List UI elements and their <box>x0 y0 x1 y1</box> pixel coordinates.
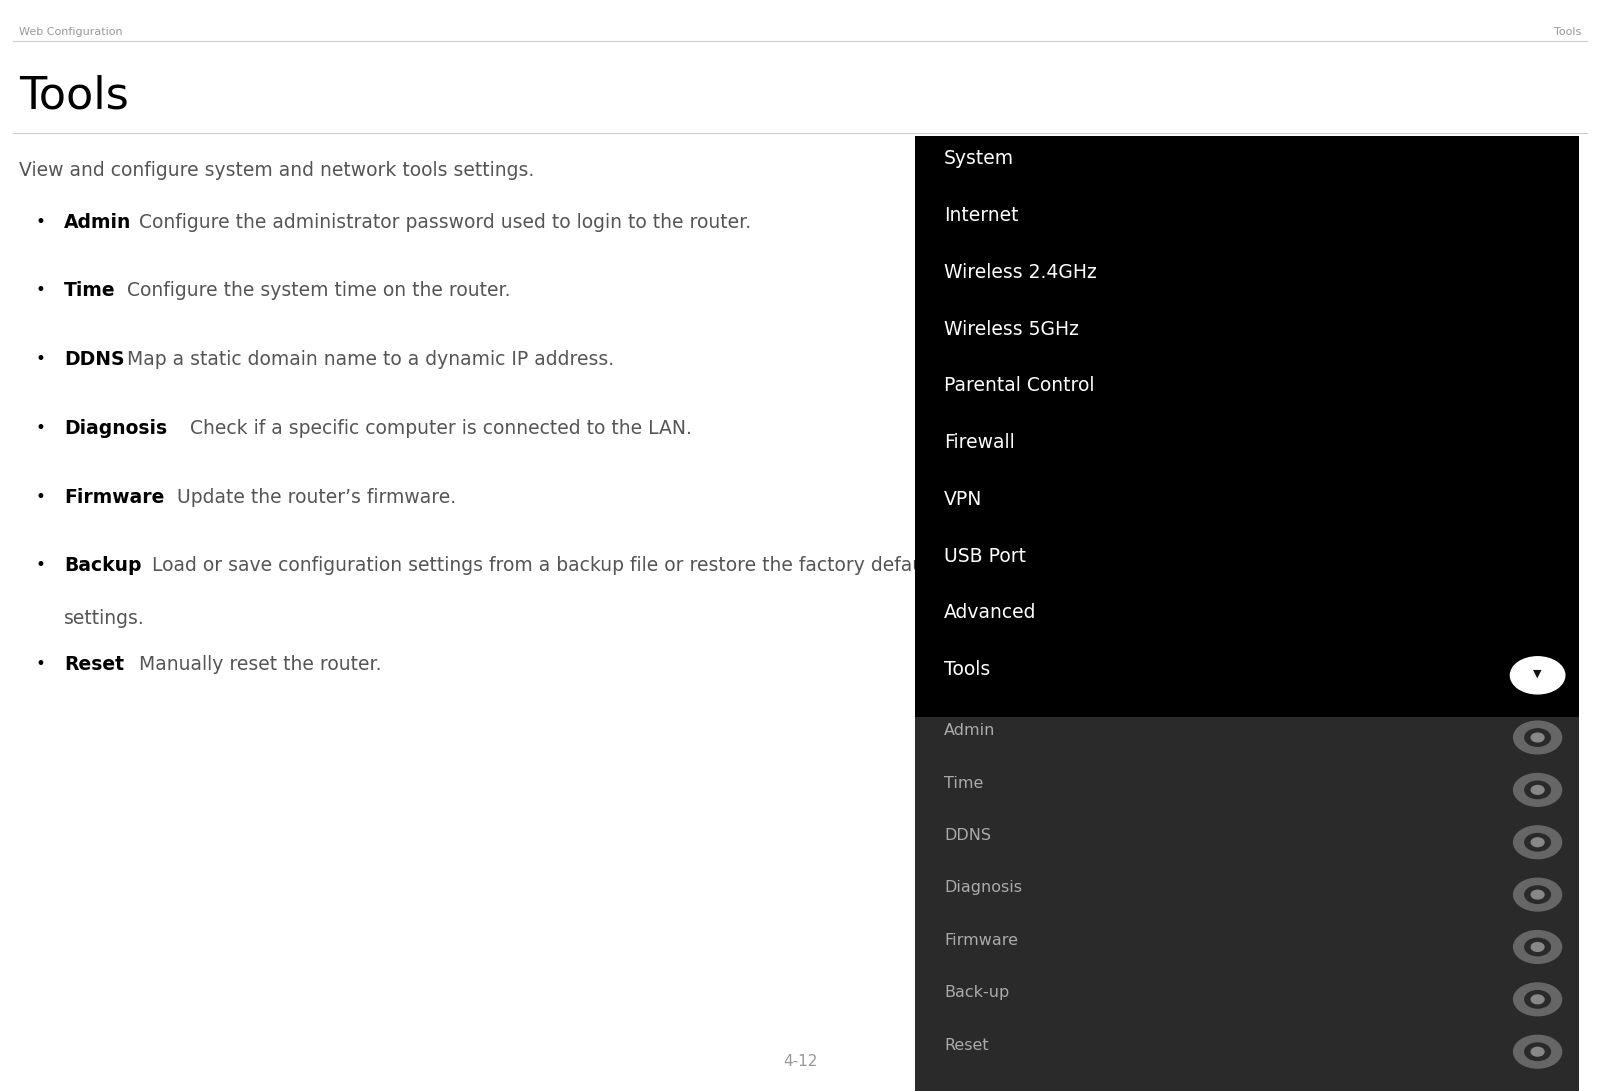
Text: Check if a specific computer is connected to the LAN.: Check if a specific computer is connecte… <box>178 419 691 437</box>
Text: USB Port: USB Port <box>944 547 1026 565</box>
Text: Web Configuration: Web Configuration <box>19 27 123 37</box>
Text: Update the router’s firmware.: Update the router’s firmware. <box>165 488 456 506</box>
FancyBboxPatch shape <box>915 136 1579 1081</box>
Circle shape <box>1514 931 1562 963</box>
Text: Load or save configuration settings from a backup file or restore the factory de: Load or save configuration settings from… <box>139 556 936 575</box>
Text: Wireless 2.4GHz: Wireless 2.4GHz <box>944 263 1096 281</box>
Circle shape <box>1525 834 1550 851</box>
Text: Firewall: Firewall <box>944 433 1014 452</box>
Text: 4-12: 4-12 <box>782 1054 818 1069</box>
Text: •: • <box>35 281 45 299</box>
Text: settings.: settings. <box>64 609 144 627</box>
Text: System: System <box>944 149 1014 168</box>
Circle shape <box>1525 1043 1550 1060</box>
Text: DDNS: DDNS <box>944 828 990 843</box>
Text: Diagnosis: Diagnosis <box>944 880 1022 896</box>
Circle shape <box>1531 995 1544 1004</box>
Text: Reset: Reset <box>944 1038 989 1053</box>
Text: Backup: Backup <box>64 556 141 575</box>
Text: DDNS: DDNS <box>64 350 125 369</box>
Text: Admin: Admin <box>944 723 995 739</box>
Text: Internet: Internet <box>944 206 1019 225</box>
Text: •: • <box>35 655 45 672</box>
Text: Back-up: Back-up <box>944 985 1010 1000</box>
Circle shape <box>1531 1047 1544 1056</box>
Text: •: • <box>35 488 45 505</box>
Text: Admin: Admin <box>64 213 131 231</box>
Text: •: • <box>35 350 45 368</box>
Circle shape <box>1531 733 1544 742</box>
Circle shape <box>1525 938 1550 956</box>
Circle shape <box>1525 991 1550 1008</box>
Circle shape <box>1525 886 1550 903</box>
Text: Tools: Tools <box>944 660 990 679</box>
Text: Advanced: Advanced <box>944 603 1037 622</box>
Text: •: • <box>35 556 45 574</box>
Text: ▼: ▼ <box>1533 668 1542 679</box>
Text: Reset: Reset <box>64 655 125 673</box>
Circle shape <box>1510 657 1565 694</box>
Text: Parental Control: Parental Control <box>944 376 1094 395</box>
Circle shape <box>1525 781 1550 799</box>
Circle shape <box>1531 838 1544 847</box>
Text: Firmware: Firmware <box>944 933 1018 948</box>
Circle shape <box>1531 786 1544 794</box>
Circle shape <box>1514 826 1562 859</box>
Circle shape <box>1514 878 1562 911</box>
Circle shape <box>1525 729 1550 746</box>
Text: Diagnosis: Diagnosis <box>64 419 166 437</box>
Circle shape <box>1531 943 1544 951</box>
Text: View and configure system and network tools settings.: View and configure system and network to… <box>19 161 534 180</box>
FancyBboxPatch shape <box>915 717 1579 1091</box>
Text: Time: Time <box>64 281 115 300</box>
Text: Configure the administrator password used to login to the router.: Configure the administrator password use… <box>128 213 752 231</box>
Circle shape <box>1514 774 1562 806</box>
Circle shape <box>1531 890 1544 899</box>
Text: Wireless 5GHz: Wireless 5GHz <box>944 320 1078 338</box>
Text: Tools: Tools <box>19 74 130 117</box>
Text: Map a static domain name to a dynamic IP address.: Map a static domain name to a dynamic IP… <box>115 350 614 369</box>
Text: Configure the system time on the router.: Configure the system time on the router. <box>115 281 510 300</box>
Circle shape <box>1514 1035 1562 1068</box>
Text: Manually reset the router.: Manually reset the router. <box>128 655 382 673</box>
Text: Time: Time <box>944 776 984 791</box>
Text: Firmware: Firmware <box>64 488 165 506</box>
Circle shape <box>1514 983 1562 1016</box>
Text: •: • <box>35 419 45 436</box>
Circle shape <box>1514 721 1562 754</box>
Text: •: • <box>35 213 45 230</box>
Text: VPN: VPN <box>944 490 982 508</box>
Text: Tools: Tools <box>1554 27 1581 37</box>
